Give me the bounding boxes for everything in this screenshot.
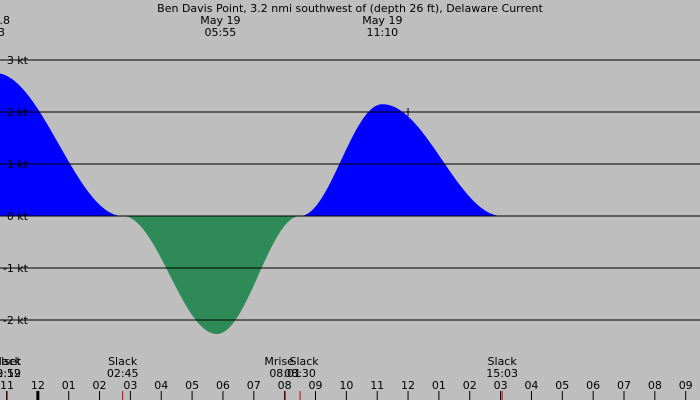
hour-label-7: 06 xyxy=(216,379,230,392)
event-name-5: Slack xyxy=(0,355,22,368)
event-time-0: 2:59 xyxy=(0,367,21,380)
event-name-1: Slack xyxy=(108,355,138,368)
hour-label-13: 12 xyxy=(401,379,415,392)
hour-label-11: 10 xyxy=(339,379,353,392)
y-tick-label-2: 1 kt xyxy=(7,158,29,171)
event-time-3: 08:30 xyxy=(284,367,316,380)
hour-label-0: 11 xyxy=(0,379,14,392)
hour-label-21: 08 xyxy=(648,379,662,392)
top-time-label-1: 11:10 xyxy=(366,26,398,39)
event-name-0: lset xyxy=(1,355,22,368)
hour-label-12: 11 xyxy=(370,379,384,392)
hour-label-22: 09 xyxy=(679,379,693,392)
top-date-label-1: May 19 xyxy=(362,14,402,27)
hour-label-4: 03 xyxy=(123,379,137,392)
hour-label-3: 02 xyxy=(93,379,107,392)
hour-label-1: 12 xyxy=(31,379,45,392)
hour-label-14: 01 xyxy=(432,379,446,392)
event-name-2: Mrise xyxy=(264,355,294,368)
hour-label-6: 05 xyxy=(185,379,199,392)
hour-label-19: 06 xyxy=(586,379,600,392)
hour-label-18: 05 xyxy=(555,379,569,392)
chart-title: Ben Davis Point, 3.2 nmi southwest of (d… xyxy=(157,2,543,15)
flood-area-0 xyxy=(0,73,123,216)
hour-label-20: 07 xyxy=(617,379,631,392)
hour-label-16: 03 xyxy=(494,379,508,392)
flood-area-2 xyxy=(301,104,700,216)
top-date-label-0: May 19 xyxy=(200,14,240,27)
top-edge-time-label: 3 xyxy=(0,26,5,39)
hour-label-5: 04 xyxy=(154,379,168,392)
hour-label-2: 01 xyxy=(62,379,76,392)
event-time-2: 08:01 xyxy=(269,367,301,380)
hour-label-10: 09 xyxy=(309,379,323,392)
y-tick-label-4: -1 kt xyxy=(3,262,29,275)
event-time-4: 15:03 xyxy=(486,367,518,380)
top-edge-date-label: ..8 xyxy=(0,14,10,27)
hour-label-8: 07 xyxy=(247,379,261,392)
current-time-marker xyxy=(404,108,413,116)
ebb-area-1 xyxy=(123,216,301,335)
y-tick-label-0: 3 kt xyxy=(7,54,29,67)
hour-label-17: 04 xyxy=(524,379,538,392)
y-tick-label-3: 0 kt xyxy=(7,210,29,223)
event-name-3: Slack xyxy=(289,355,319,368)
event-time-5: 20:12 xyxy=(0,367,21,380)
event-name-4: Slack xyxy=(488,355,518,368)
event-time-1: 02:45 xyxy=(107,367,139,380)
top-time-label-0: 05:55 xyxy=(205,26,237,39)
y-tick-label-5: -2 kt xyxy=(3,314,29,327)
hour-label-15: 02 xyxy=(463,379,477,392)
y-tick-label-1: 2 kt xyxy=(7,106,29,119)
hour-label-9: 08 xyxy=(278,379,292,392)
